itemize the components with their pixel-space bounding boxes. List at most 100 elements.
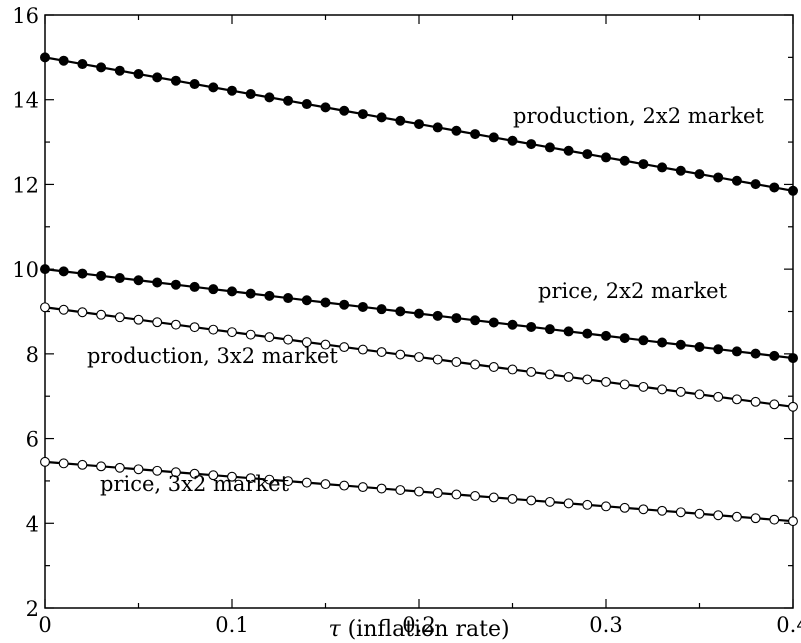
data-point [638,381,649,392]
data-point [713,510,724,521]
data-point [58,458,69,469]
data-point [731,346,742,357]
data-point [133,464,144,475]
data-point [58,304,69,315]
data-point [96,309,107,320]
data-point [77,59,88,70]
data-point [264,92,275,103]
data-point [638,159,649,170]
data-point [301,99,312,110]
series-3 [40,302,798,412]
data-point [638,504,649,515]
data-point [432,354,443,365]
data-point [470,359,481,370]
data-point [283,293,294,304]
data-point [769,182,780,193]
data-point [208,470,219,481]
y-tick-label: 2 [26,597,39,621]
series-label-production-3x2: production, 3x2 market [87,344,338,368]
data-point [77,459,88,470]
data-point [451,313,462,324]
data-point [395,485,406,495]
data-point [731,175,742,186]
data-point [657,162,668,173]
data-point [301,337,312,348]
data-point [507,364,518,375]
data-point [320,479,331,490]
data-point [750,348,761,359]
data-point [432,310,443,321]
series-1 [40,52,799,196]
data-point [788,185,799,196]
data-point [451,125,462,136]
data-point [657,337,668,348]
data-point [544,496,555,507]
data-point [526,367,537,377]
x-tick-labels: 0 0.1 0.2 0.3 0.4 [38,613,801,637]
data-point [245,288,256,299]
data-point [470,315,481,326]
data-point [96,62,107,73]
data-point [601,376,611,387]
x-tick-label: 0 [38,613,51,637]
data-point [189,281,200,292]
data-point [694,389,705,400]
data-point [769,399,780,410]
series-4 [40,456,798,527]
data-point [414,486,424,497]
x-axis-label: τ (inflation rate) [328,617,509,642]
data-point [152,317,163,328]
series-layer [40,52,799,527]
y-tick-label: 6 [26,428,39,452]
data-point [339,342,350,353]
data-point [226,85,237,96]
data-point [488,132,499,143]
data-point [357,344,368,355]
data-point [357,301,368,312]
data-point [769,350,780,361]
data-point [788,353,799,364]
data-point [544,324,555,335]
data-point [283,334,294,345]
data-point [526,321,537,332]
data-point [40,302,50,313]
data-point [114,312,125,323]
data-point [601,330,612,341]
y-tick-label: 14 [12,89,39,113]
data-point [619,155,630,166]
data-point [582,149,593,160]
data-point [769,514,780,525]
data-point [283,95,294,106]
data-point [657,505,668,516]
data-point [245,89,256,100]
data-point [245,329,256,340]
data-point [694,508,705,519]
data-point [301,477,312,488]
x-tick-label: 0.1 [215,613,248,637]
data-point [675,386,686,397]
data-point [619,333,630,344]
data-point [601,152,612,163]
data-point [245,473,256,484]
data-point [189,79,200,90]
series-label-price-2x2: price, 2x2 market [538,279,728,303]
data-point [189,322,200,333]
data-point [526,139,537,150]
data-point [58,266,69,277]
data-point [582,374,593,385]
data-point [451,489,462,500]
data-point [432,488,443,498]
data-point [601,501,611,512]
data-point [713,344,724,355]
data-point [114,273,125,284]
data-point [40,52,51,63]
data-point [376,347,387,358]
data-point [675,339,686,350]
data-point [544,142,555,153]
y-tick-label: 16 [12,4,39,28]
data-point [170,279,181,290]
data-point [563,371,574,382]
data-point [264,332,275,343]
data-point [470,491,481,501]
